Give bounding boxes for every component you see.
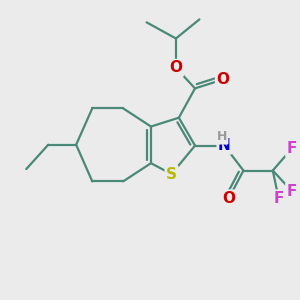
Text: N: N <box>218 138 231 153</box>
Text: F: F <box>287 184 297 199</box>
Text: O: O <box>169 60 182 75</box>
Text: F: F <box>287 141 297 156</box>
Text: O: O <box>216 72 230 87</box>
Text: S: S <box>166 167 177 182</box>
Text: F: F <box>274 191 284 206</box>
Text: H: H <box>217 130 227 143</box>
Text: O: O <box>222 191 235 206</box>
